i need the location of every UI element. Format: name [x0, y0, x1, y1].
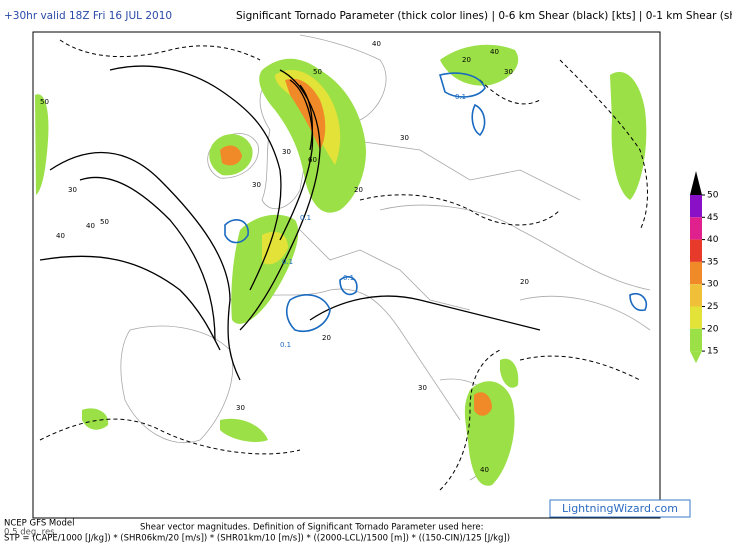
- contour-label: 40: [372, 40, 381, 48]
- colorbar-label: 30: [707, 280, 719, 290]
- colorbar-arrow: [690, 171, 702, 195]
- contour-label: 20: [462, 56, 471, 64]
- contour-label: 20: [322, 334, 331, 342]
- colorbar-arrow: [690, 351, 702, 364]
- shear-contours: [39, 65, 541, 381]
- contour-label: 50: [100, 218, 109, 226]
- contour-label: 50: [40, 98, 49, 106]
- colorbar-box: [690, 284, 702, 307]
- contour-label: 60: [308, 156, 317, 164]
- colorbar-label: 25: [707, 302, 718, 312]
- shear-shading: [35, 44, 647, 486]
- colorbar-label: 35: [707, 257, 718, 267]
- contour-label: 30: [252, 181, 261, 189]
- formula: STP = (CAPE/1000 [J/kg]) * (SHR06km/20 […: [4, 534, 510, 543]
- colorbar: 50 45 40 35 30 25 20 15: [690, 171, 719, 364]
- contour-label: 30: [504, 68, 513, 76]
- contour-label: 20: [520, 278, 529, 286]
- model: NCEP GFS Model: [4, 519, 74, 529]
- contour-label: 40: [56, 232, 65, 240]
- contour-label: 0.1: [280, 341, 291, 349]
- stp-contours: [224, 72, 648, 332]
- watermark-box: [549, 499, 691, 518]
- watermark: LightningWizard.com: [562, 502, 678, 515]
- contour-label: 40: [480, 466, 489, 474]
- description: Significant Tornado Parameter (thick col…: [236, 10, 732, 22]
- contour-label: 30: [282, 148, 291, 156]
- resolution: 0.5 deg. res.: [4, 528, 57, 538]
- colorbar-label: 40: [707, 235, 719, 245]
- contour-label: 20: [354, 186, 363, 194]
- colorbar-box: [690, 328, 702, 352]
- title: +30hr valid 18Z Fri 16 JUL 2010: [4, 10, 172, 22]
- contour-label: 40: [490, 48, 499, 56]
- contour-label: 40: [86, 222, 95, 230]
- contour-label: 50: [313, 68, 322, 76]
- colorbar-label: 15: [707, 347, 718, 357]
- contour-labels: 40 50 30 20 40 50 60 30 30 50 40 30 20 3…: [40, 40, 529, 474]
- colorbar-box: [690, 306, 702, 329]
- colorbar-box: [690, 261, 702, 285]
- note: Shear vector magnitudes. Definition of S…: [140, 523, 483, 533]
- colorbar-box: [690, 195, 702, 218]
- contour-label: 0.1: [455, 93, 466, 101]
- colorbar-label: 45: [707, 213, 718, 223]
- contour-label: 0.1: [300, 214, 311, 222]
- contour-label: 30: [236, 404, 245, 412]
- contour-label: 30: [418, 384, 427, 392]
- contour-label: 0.1: [343, 274, 354, 282]
- contour-label: 30: [68, 186, 77, 194]
- colorbar-label: 20: [707, 324, 719, 334]
- colorbar-box: [690, 239, 702, 262]
- contour-label: 0.1: [282, 258, 293, 266]
- shear-contours-dashed: [39, 39, 648, 491]
- colorbar-label: 50: [707, 191, 719, 201]
- contour-label: 30: [400, 134, 409, 142]
- map: 40 50 30 20 40 50 60 30 30 50 40 30 20 3…: [32, 31, 691, 519]
- colorbar-box: [690, 217, 702, 240]
